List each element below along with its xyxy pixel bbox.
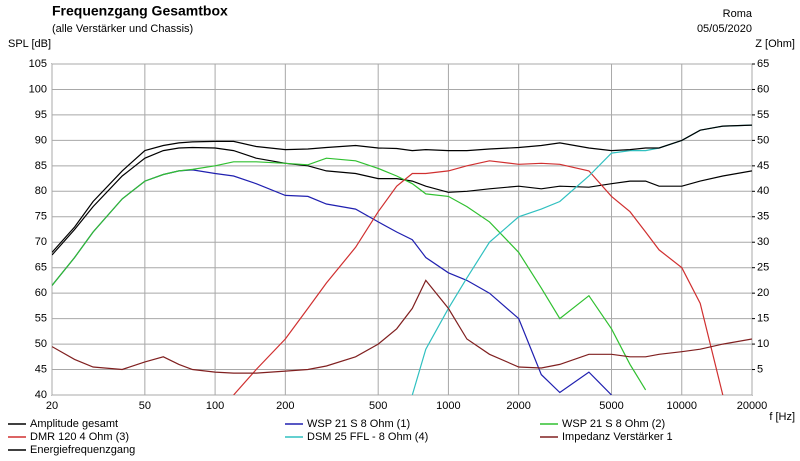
x-tick-label: 2000 [506,400,530,412]
series-line [52,279,752,374]
y-tick-label: 60 [35,287,47,299]
y2-tick-label: 25 [757,262,769,274]
x-tick-label: 100 [206,400,224,412]
x-tick-label: 10000 [666,400,697,412]
legend-label: WSP 21 S 8 Ohm (1) [307,418,410,430]
x-tick-label: 5000 [599,400,623,412]
y-tick-label: 105 [29,58,47,70]
y-tick-label: 80 [35,185,47,197]
y-tick-label: 75 [35,211,47,223]
x-tick-label: 20 [46,400,58,412]
x-tick-label: 20000 [737,400,768,412]
y2-tick-label: 40 [757,185,769,197]
chart-title: Frequenzgang Gesamtbox [52,3,228,19]
y2-tick-label: 15 [757,313,769,325]
y-tick-label: 65 [35,262,47,274]
annotation: Roma [723,8,753,20]
y2-tick-label: 5 [757,363,763,375]
y2-tick-label: 35 [757,211,769,223]
y-tick-label: 100 [29,83,47,95]
legend-label: WSP 21 S 8 Ohm (2) [562,418,665,430]
y-tick-label: 95 [35,109,47,121]
x-tick-label: 200 [276,400,294,412]
series-line [233,160,724,395]
x-axis-label: f [Hz] [769,411,795,423]
y-axis-label: SPL [dB] [8,38,51,50]
y-tick-label: 85 [35,160,47,172]
chart-subtitle: (alle Verstärker und Chassis) [52,23,193,35]
legend-label: DMR 120 4 Ohm (3) [30,431,129,443]
y2-axis-label: Z [Ohm] [755,38,795,50]
legend-label: Energiefrequenzgang [30,444,135,456]
y2-tick-label: 55 [757,109,769,121]
y2-tick-label: 60 [757,83,769,95]
y2-tick-label: 65 [757,58,769,70]
y-tick-label: 50 [35,338,47,350]
x-tick-label: 500 [369,400,387,412]
y-tick-label: 40 [35,389,47,401]
y2-tick-label: 50 [757,134,769,146]
plot-area [51,63,753,396]
y-tick-label: 90 [35,134,47,146]
legend-label: Amplitude gesamt [30,418,118,430]
y2-tick-label: 45 [757,160,769,172]
series-line [52,124,752,253]
legend-label: Impedanz Verstärker 1 [562,431,673,443]
annotation: 05/05/2020 [697,23,752,35]
x-tick-label: 1000 [436,400,460,412]
y-tick-label: 55 [35,313,47,325]
y2-tick-label: 20 [757,287,769,299]
y-tick-label: 70 [35,236,47,248]
legend-label: DSM 25 FFL - 8 Ohm (4) [307,431,428,443]
y2-tick-label: 10 [757,338,769,350]
series-line [52,157,647,391]
x-tick-label: 50 [139,400,151,412]
y2-tick-label: 30 [757,236,769,248]
y-tick-label: 45 [35,363,47,375]
